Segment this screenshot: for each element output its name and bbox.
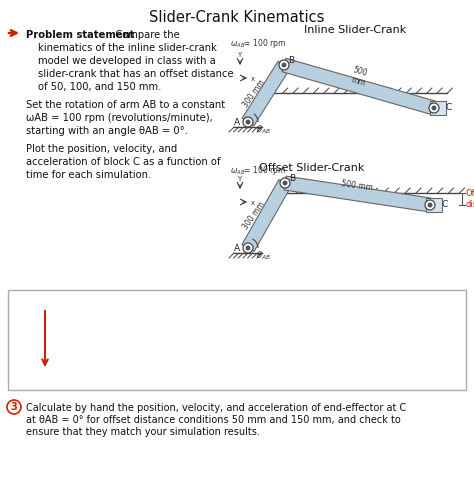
Circle shape (282, 63, 286, 67)
Text: of 50, 100, and 150 mm.: of 50, 100, and 150 mm. (38, 82, 161, 92)
Text: 3: 3 (10, 402, 18, 412)
Text: $\omega_{AB}$= 100 rpm: $\omega_{AB}$= 100 rpm (230, 164, 286, 177)
Text: Slider-Crank Kinematics: Slider-Crank Kinematics (149, 10, 325, 25)
Circle shape (243, 243, 253, 253)
Text: B: B (288, 56, 294, 65)
Text: ωAB = 100 rpm (revolutions/minute),: ωAB = 100 rpm (revolutions/minute), (26, 113, 213, 123)
Text: slider-crank that has an offset distance: slider-crank that has an offset distance (38, 69, 234, 79)
Text: Problem statement: Problem statement (26, 30, 135, 40)
Circle shape (428, 203, 432, 207)
Text: A: A (234, 118, 240, 127)
Text: x: x (251, 76, 255, 82)
Circle shape (7, 400, 21, 414)
Text: 300 mm: 300 mm (242, 200, 267, 231)
Bar (426, 198, 442, 212)
Text: : Compare the: : Compare the (109, 30, 180, 40)
Text: Calculate by hand the position, velocity, and acceleration of end-effector at C: Calculate by hand the position, velocity… (26, 403, 406, 413)
Circle shape (432, 106, 436, 110)
Bar (430, 101, 446, 115)
Circle shape (246, 246, 250, 250)
Text: starting with an angle θAB = 0°.: starting with an angle θAB = 0°. (26, 126, 188, 136)
Text: Y: Y (237, 176, 241, 182)
Text: C: C (446, 103, 452, 112)
Text: time for each simulation.: time for each simulation. (26, 170, 151, 180)
Bar (8, 290, 466, 390)
Text: B: B (289, 174, 295, 183)
Polygon shape (282, 58, 436, 115)
Text: acceleration of block C as a function of: acceleration of block C as a function of (26, 157, 220, 167)
Text: 500 mm: 500 mm (341, 179, 374, 193)
Text: Offset
distance: Offset distance (466, 189, 474, 209)
Text: Offset Slider-Crank: Offset Slider-Crank (259, 163, 365, 173)
Polygon shape (284, 176, 431, 212)
Text: C: C (442, 200, 448, 209)
Text: 300 mm: 300 mm (241, 78, 267, 109)
Circle shape (279, 60, 289, 70)
Text: A: A (234, 244, 240, 253)
Text: $\omega_{AB}$= 100 rpm: $\omega_{AB}$= 100 rpm (230, 37, 286, 50)
Circle shape (246, 120, 250, 124)
Circle shape (429, 103, 439, 113)
Text: Plot the position, velocity, and: Plot the position, velocity, and (26, 144, 177, 154)
Text: Y: Y (237, 52, 241, 58)
Text: at θAB = 0° for offset distance conditions 50 mm and 150 mm, and check to: at θAB = 0° for offset distance conditio… (26, 415, 401, 425)
Circle shape (243, 117, 253, 127)
Text: $\theta_{AB}$: $\theta_{AB}$ (256, 249, 271, 261)
Text: 500
mm: 500 mm (349, 65, 369, 88)
Text: $\theta_{AB}$: $\theta_{AB}$ (256, 123, 271, 135)
Circle shape (280, 178, 290, 188)
Text: x: x (251, 200, 255, 206)
Text: Set the rotation of arm AB to a constant: Set the rotation of arm AB to a constant (26, 100, 225, 110)
Text: ensure that they match your simulation results.: ensure that they match your simulation r… (26, 427, 260, 437)
Polygon shape (242, 180, 291, 251)
Text: model we developed in class with a: model we developed in class with a (38, 56, 216, 66)
Circle shape (283, 181, 287, 185)
Text: kinematics of the inline slider-crank: kinematics of the inline slider-crank (38, 43, 217, 53)
Circle shape (425, 200, 435, 210)
Polygon shape (242, 61, 290, 126)
Text: Inline Slider-Crank: Inline Slider-Crank (304, 25, 406, 35)
